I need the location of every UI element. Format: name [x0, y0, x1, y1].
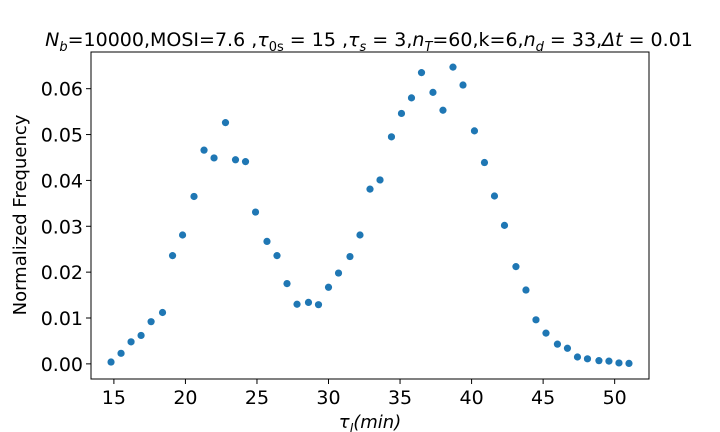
y-tick-label: 0.01	[41, 308, 83, 330]
x-tick-label: 40	[459, 387, 483, 409]
data-point	[147, 318, 155, 326]
x-tick-label: 50	[603, 387, 627, 409]
x-tick-label: 25	[245, 387, 269, 409]
data-point	[324, 283, 333, 291]
data-point	[168, 252, 177, 260]
data-point	[334, 269, 343, 277]
y-tick-label: 0.06	[41, 79, 83, 101]
data-point	[417, 69, 426, 77]
data-point	[595, 357, 603, 365]
data-point	[127, 338, 135, 346]
data-point	[542, 329, 550, 337]
data-point	[231, 156, 240, 164]
y-axis-label: Normalized Frequency	[10, 114, 31, 315]
data-point	[387, 133, 396, 141]
y-axis-ticks: 0.00 0.01 0.02 0.03 0.04 0.05 0.06	[41, 79, 91, 376]
data-point	[251, 208, 260, 216]
data-point	[605, 357, 613, 365]
data-point	[490, 192, 499, 200]
data-point	[158, 308, 167, 317]
x-axis-ticks: 15 20 25 30 35 40 45 50	[102, 379, 627, 409]
data-point	[407, 94, 416, 102]
data-point	[480, 158, 489, 167]
data-point	[293, 300, 301, 308]
data-point	[563, 344, 572, 352]
x-tick-label: 30	[316, 387, 340, 409]
y-tick-label: 0.00	[41, 354, 83, 376]
chart-title: Nb=10000,MOSI=7.6 ,τ0s = 15 ,τs = 3,nT=6…	[45, 29, 693, 55]
x-tick-label: 45	[531, 387, 555, 409]
data-point	[397, 109, 406, 118]
x-tick-label: 15	[102, 387, 126, 409]
y-tick-label: 0.05	[41, 125, 83, 147]
data-point	[459, 81, 467, 89]
data-point	[137, 331, 145, 340]
data-point	[283, 280, 291, 288]
data-point	[117, 349, 125, 357]
data-point	[376, 176, 384, 184]
data-point	[470, 127, 479, 135]
data-point	[366, 185, 374, 193]
data-point	[522, 286, 530, 294]
data-point	[107, 358, 115, 366]
data-points	[107, 63, 633, 368]
x-tick-label: 35	[388, 387, 412, 409]
data-point	[512, 263, 520, 271]
data-point	[573, 353, 582, 361]
data-point	[615, 359, 623, 367]
data-point	[190, 192, 198, 201]
data-point	[263, 237, 271, 246]
data-point	[532, 316, 540, 324]
data-point	[356, 231, 364, 239]
data-point	[241, 158, 250, 166]
x-tick-label: 20	[173, 387, 197, 409]
plot-frame	[90, 51, 650, 380]
data-point	[200, 146, 208, 154]
data-point	[314, 301, 323, 309]
data-point	[429, 88, 437, 96]
data-point	[553, 340, 562, 348]
y-tick-label: 0.03	[41, 216, 83, 238]
y-tick-label: 0.04	[41, 170, 83, 192]
data-point	[449, 63, 457, 71]
data-point	[583, 355, 592, 363]
data-point	[273, 252, 281, 260]
data-point	[304, 298, 313, 307]
data-point	[210, 154, 218, 162]
data-point	[346, 252, 354, 261]
x-axis-label: τl(min)	[339, 412, 401, 432]
data-point	[221, 119, 230, 127]
data-point	[500, 221, 509, 229]
data-point	[178, 231, 187, 239]
data-point	[439, 106, 447, 114]
data-point	[625, 359, 633, 368]
y-tick-label: 0.02	[41, 262, 83, 284]
